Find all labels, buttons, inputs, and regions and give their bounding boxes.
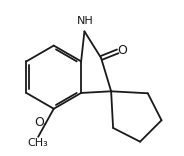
Text: NH: NH <box>77 16 94 26</box>
Text: CH₃: CH₃ <box>27 138 48 148</box>
Text: O: O <box>34 116 44 129</box>
Text: O: O <box>117 44 127 57</box>
